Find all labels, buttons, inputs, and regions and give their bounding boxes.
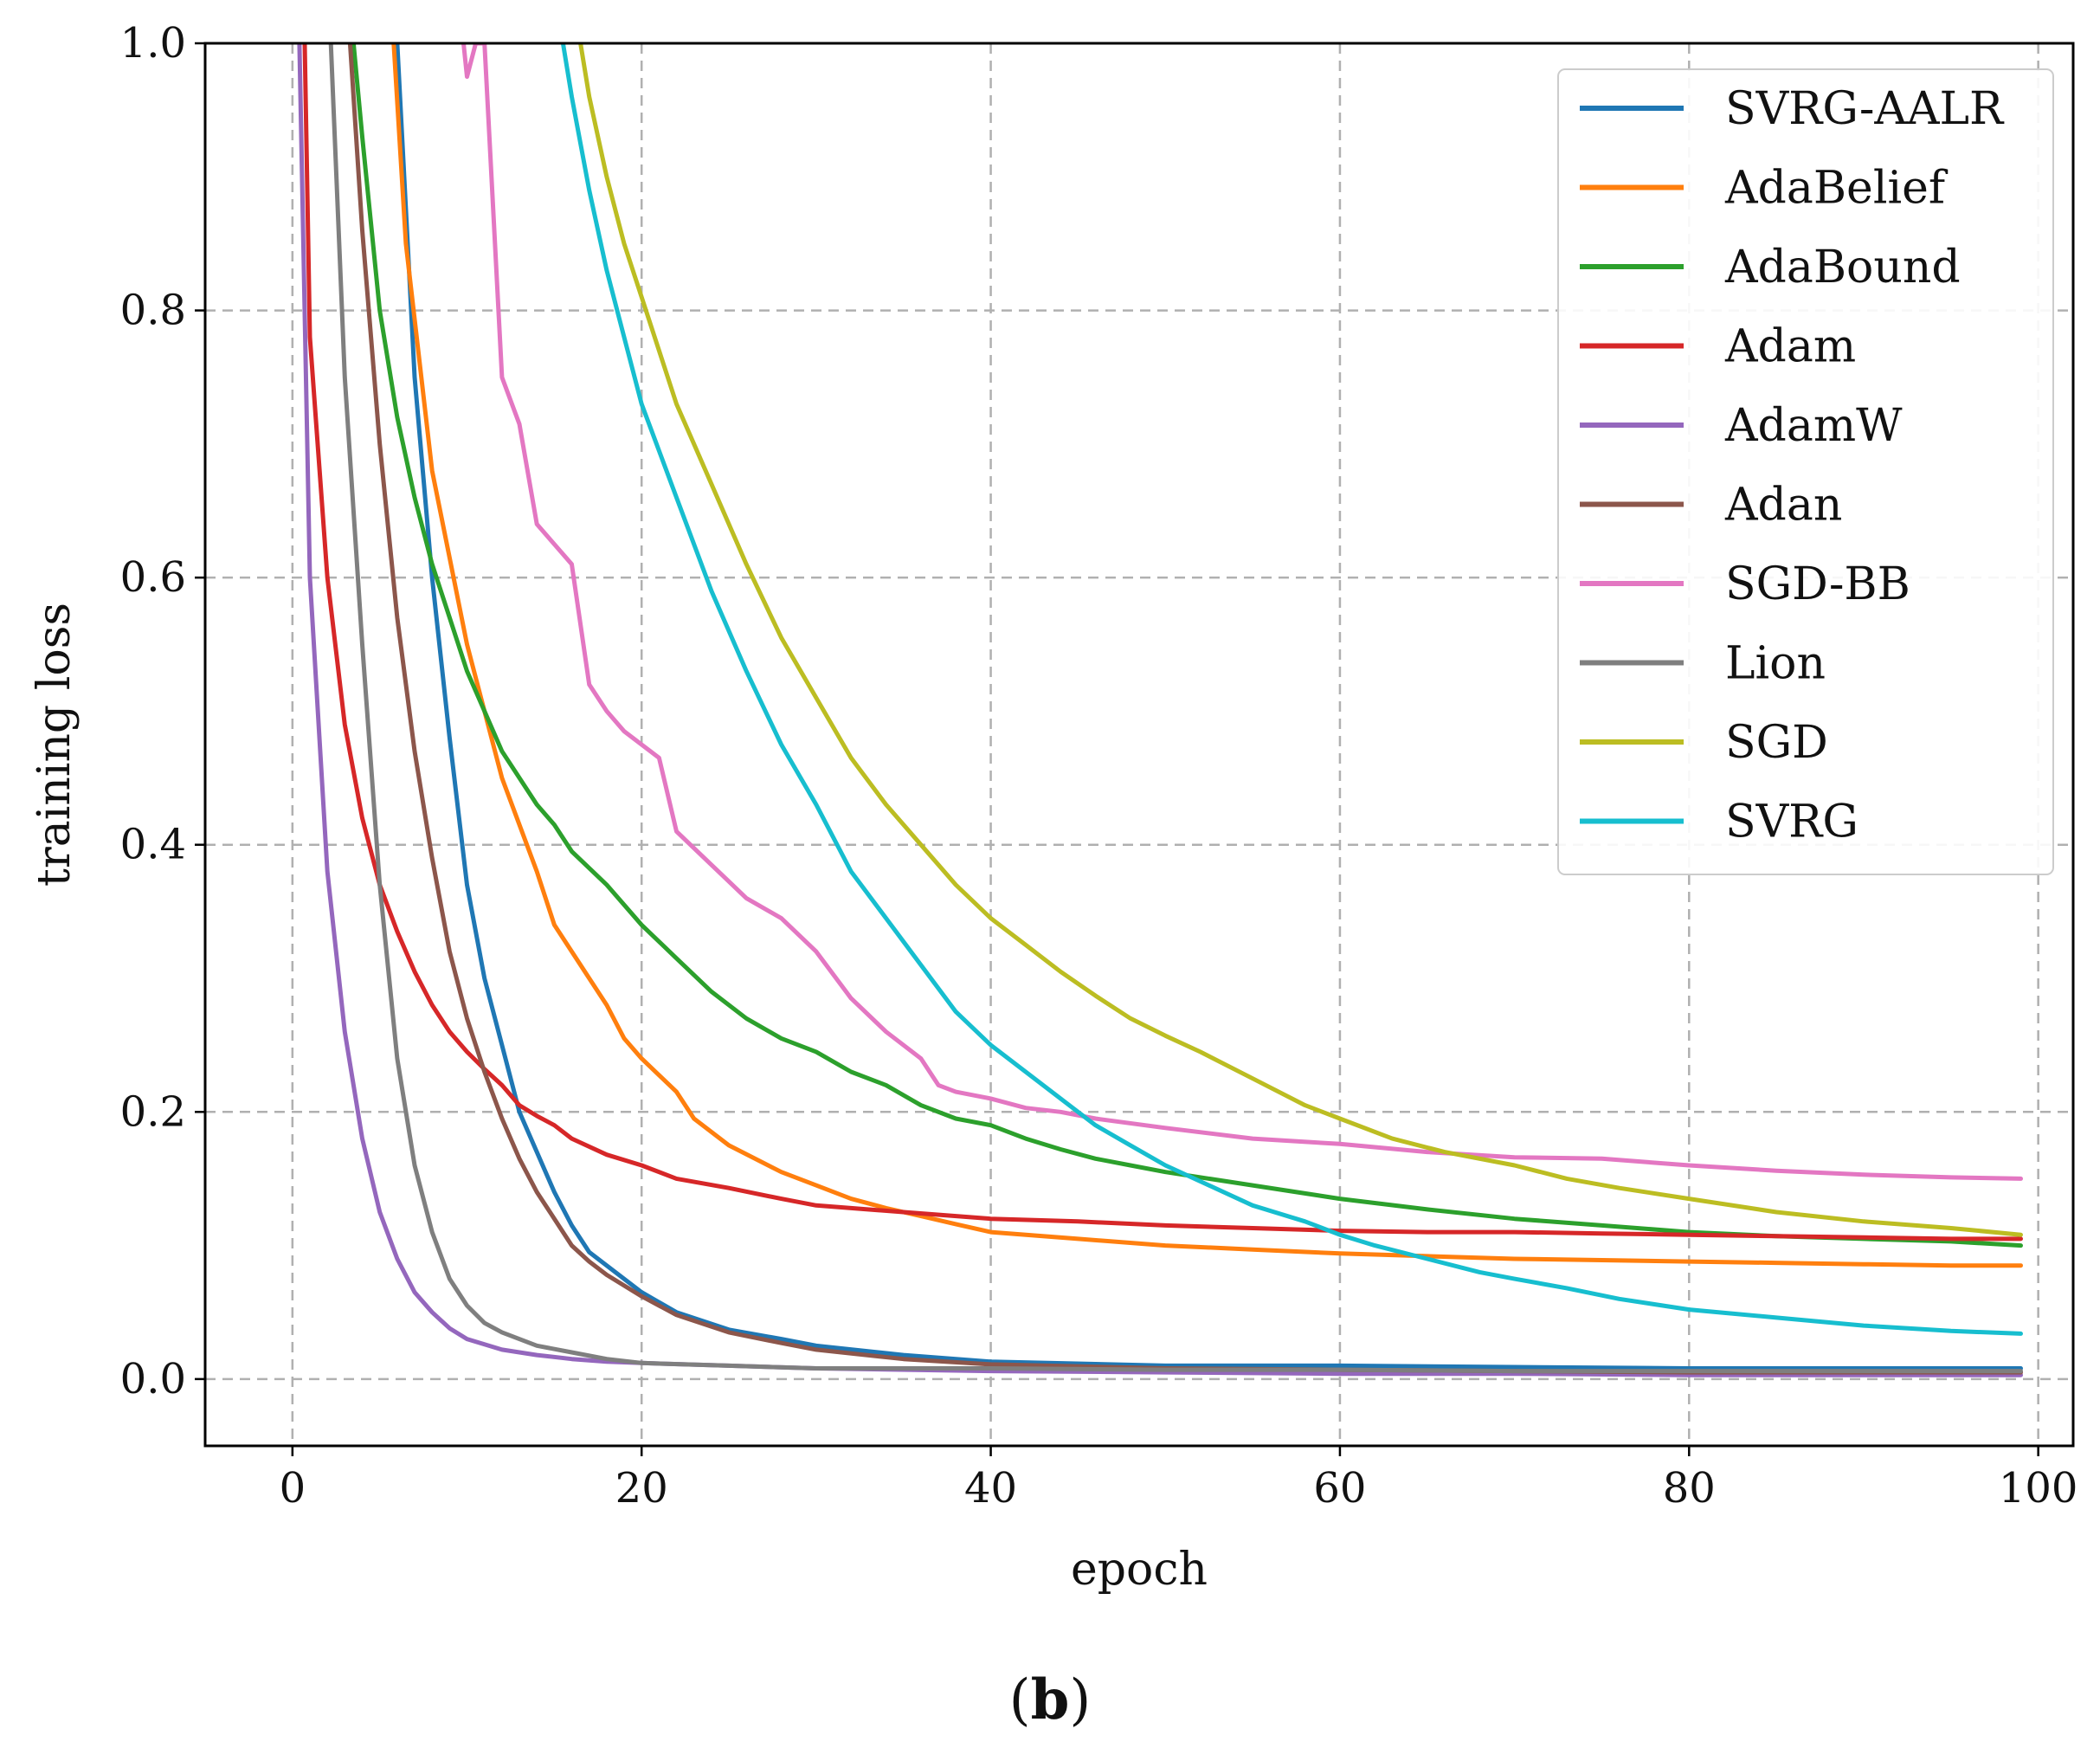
series-line-adabound [351,43,2023,1248]
legend-label-adam: Adam [1724,321,1856,373]
y-tick-label: 0.2 [120,1087,186,1136]
y-tick-label: 0.8 [120,287,186,335]
y-tick-label: 0.0 [120,1355,186,1403]
x-tick-label: 0 [280,1464,306,1513]
legend-label-adamw: AdamW [1724,400,1903,452]
series-line-svrg-aalr [395,43,2023,1371]
series-line-svrg [560,43,2023,1336]
legend-label-adabound: AdaBound [1724,242,1961,294]
legend-label-svrg: SVRG [1725,797,1858,848]
legend-label-adan: Adan [1724,480,1842,532]
legend-box [1557,68,2054,875]
legend-label-sgd: SGD [1725,717,1828,769]
series-lines [297,43,2023,1377]
figure-caption: (b) [1009,1667,1092,1732]
x-tick-label: 80 [1663,1464,1716,1513]
x-tick-label: 40 [964,1464,1017,1513]
legend-label-sgd-bb: SGD-BB [1725,558,1910,610]
series-line-sgd [578,43,2023,1237]
y-tick-label: 0.6 [120,553,186,602]
series-line-lion [328,43,2023,1374]
series-line-adabelief [391,43,2023,1268]
legend-label-adabelief: AdaBelief [1724,163,1949,215]
x-tick-label: 60 [1313,1464,1366,1513]
axis-ticks: 0 20 40 60 80 100 0.0 0.2 0.4 0.6 0.8 1.0 [120,19,2078,1513]
series-line-adamw [297,43,2023,1377]
y-tick-label: 0.4 [120,821,186,869]
legend-label-lion: Lion [1725,638,1826,690]
plot-frame [203,42,2075,1448]
x-axis-label: epoch [1071,1544,1208,1596]
series-line-sgd-bb [461,43,2023,1181]
x-tick-label: 100 [1999,1464,2078,1513]
x-tick-label: 20 [615,1464,668,1513]
y-tick-label: 1.0 [120,19,186,68]
legend: SVRG-AALR AdaBelief AdaBound Adam AdamW Adan S… [1557,68,2054,875]
legend-label-svrg-aalr: SVRG-AALR [1725,83,2005,135]
caption-letter: b [1031,1667,1070,1732]
series-line-adam [302,43,2023,1242]
y-axis-label: training loss [29,603,81,887]
